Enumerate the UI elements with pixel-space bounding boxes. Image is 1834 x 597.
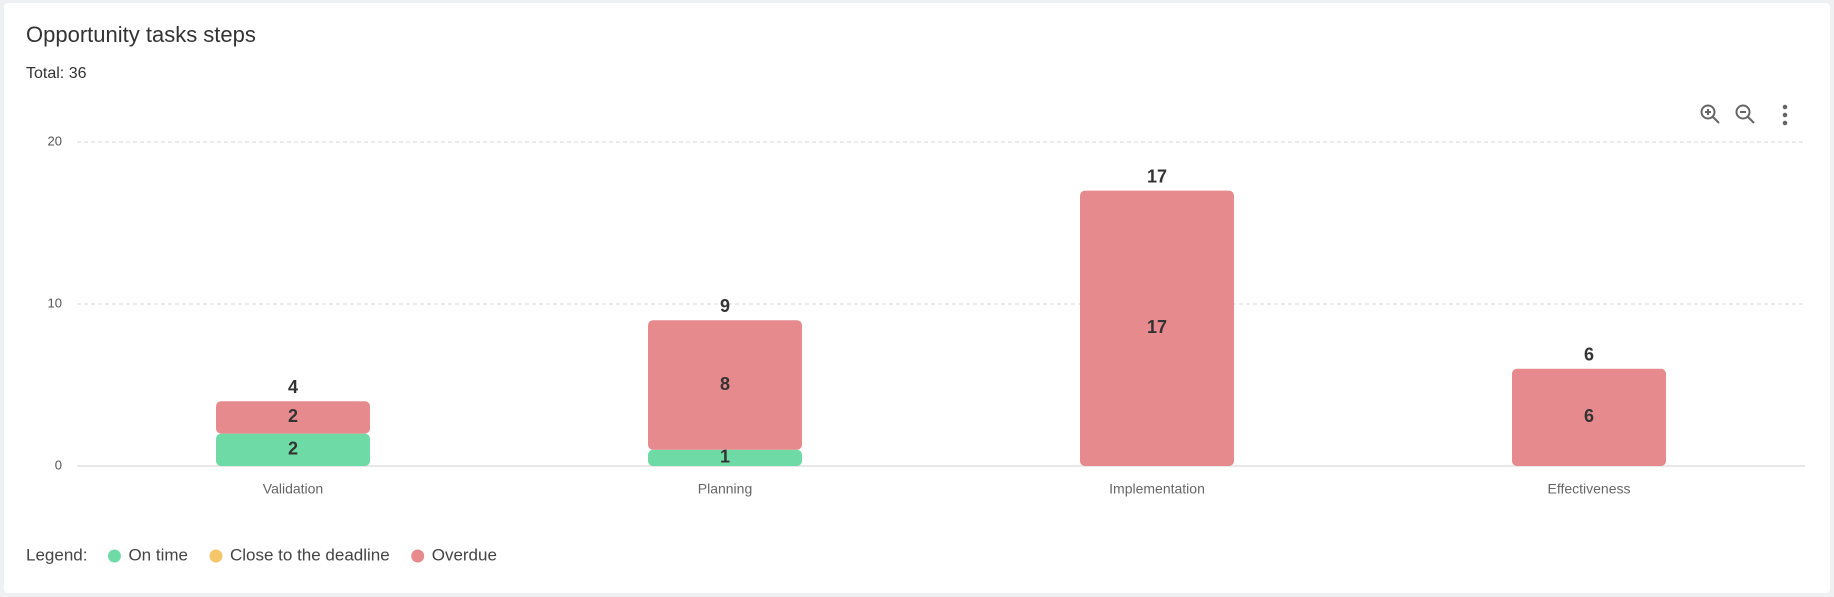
total-label: 9 bbox=[720, 296, 730, 316]
legend-marker bbox=[411, 549, 425, 563]
x-tick-label: Planning bbox=[698, 481, 753, 497]
bar-segment bbox=[648, 449, 802, 466]
total-label: 4 bbox=[288, 377, 298, 397]
total-label: 6 bbox=[1584, 345, 1594, 365]
legend-label: On time bbox=[128, 545, 188, 564]
legend-label: Overdue bbox=[432, 545, 497, 564]
x-tick-label: Implementation bbox=[1109, 481, 1205, 497]
x-tick-label: Validation bbox=[263, 481, 323, 497]
segment-label: 6 bbox=[1584, 406, 1594, 426]
segment-label: 2 bbox=[288, 406, 298, 426]
bar-segment bbox=[216, 433, 370, 466]
x-tick-label: Effectiveness bbox=[1547, 481, 1630, 497]
legend-label: Close to the deadline bbox=[230, 545, 390, 564]
total-label: 17 bbox=[1147, 166, 1167, 186]
menu[interactable] bbox=[1782, 104, 1788, 126]
y-tick-label: 0 bbox=[55, 457, 62, 472]
zoom-in[interactable] bbox=[1700, 104, 1720, 124]
zoom-out[interactable] bbox=[1735, 104, 1755, 124]
legend-marker bbox=[209, 549, 223, 563]
segment-label: 17 bbox=[1147, 317, 1167, 337]
segment-label: 2 bbox=[288, 439, 298, 459]
card bbox=[4, 3, 1830, 593]
chart-title: Opportunity tasks steps bbox=[26, 22, 256, 47]
bar-segment bbox=[648, 320, 802, 450]
bar-segment bbox=[216, 401, 370, 434]
legend-title: Legend: bbox=[26, 545, 87, 564]
chart-subtitle: Total: 36 bbox=[26, 65, 87, 82]
bar-segment bbox=[1512, 368, 1666, 466]
y-tick-label: 20 bbox=[48, 133, 62, 148]
bar-segment bbox=[1080, 190, 1234, 466]
segment-label: 8 bbox=[720, 374, 730, 394]
y-tick-label: 10 bbox=[48, 295, 62, 310]
legend-marker bbox=[107, 549, 121, 563]
segment-label: 1 bbox=[720, 447, 730, 467]
